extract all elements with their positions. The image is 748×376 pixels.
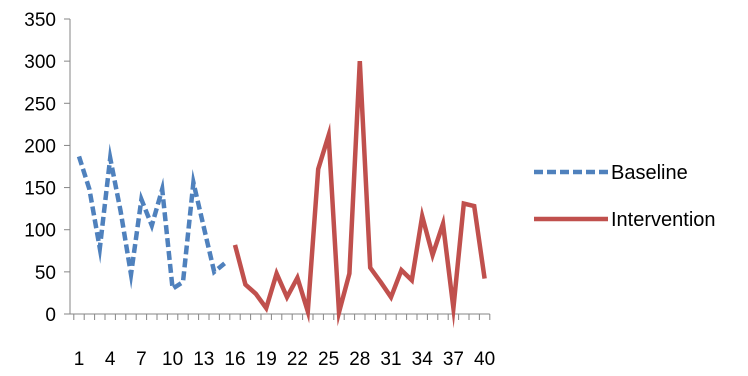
series-line-baseline xyxy=(76,143,227,293)
y-tick-label: 200 xyxy=(24,136,56,157)
x-tick-label: 4 xyxy=(105,349,116,370)
legend-label-baseline: Baseline xyxy=(611,162,688,184)
x-tick-label: 25 xyxy=(318,349,339,370)
y-tick-label: 300 xyxy=(24,52,56,73)
y-axis: 0 50 100 150 200 250 300 350 xyxy=(24,10,71,326)
x-tick-label: 34 xyxy=(412,349,434,370)
x-tick-label: 19 xyxy=(256,349,277,370)
y-tick-label: 350 xyxy=(24,10,56,31)
x-tick-label: 16 xyxy=(224,349,245,370)
series-intervention xyxy=(232,61,487,329)
series-baseline xyxy=(76,143,227,293)
legend-label-intervention: Intervention xyxy=(611,209,716,231)
y-tick-label: 150 xyxy=(24,179,56,200)
x-tick-label: 28 xyxy=(349,349,370,370)
x-tick-label: 13 xyxy=(193,349,214,370)
y-tick-label: 250 xyxy=(24,94,56,115)
x-tick-label: 40 xyxy=(474,349,495,370)
series-layer xyxy=(76,61,487,329)
y-tick-label: 100 xyxy=(24,221,56,242)
x-tick-label: 7 xyxy=(136,349,147,370)
x-tick-label: 10 xyxy=(162,349,183,370)
x-tick-label: 31 xyxy=(380,349,401,370)
y-tick-label: 50 xyxy=(35,263,56,284)
x-tick-label: 37 xyxy=(443,349,464,370)
legend: Baseline Intervention xyxy=(534,162,716,231)
x-tick-label: 22 xyxy=(287,349,308,370)
x-axis: 1 4 7 10 13 16 19 22 25 28 31 34 37 40 xyxy=(70,313,495,370)
y-tick-label: 0 xyxy=(45,305,56,326)
series-line-intervention xyxy=(232,61,487,329)
x-tick-label: 1 xyxy=(74,349,85,370)
